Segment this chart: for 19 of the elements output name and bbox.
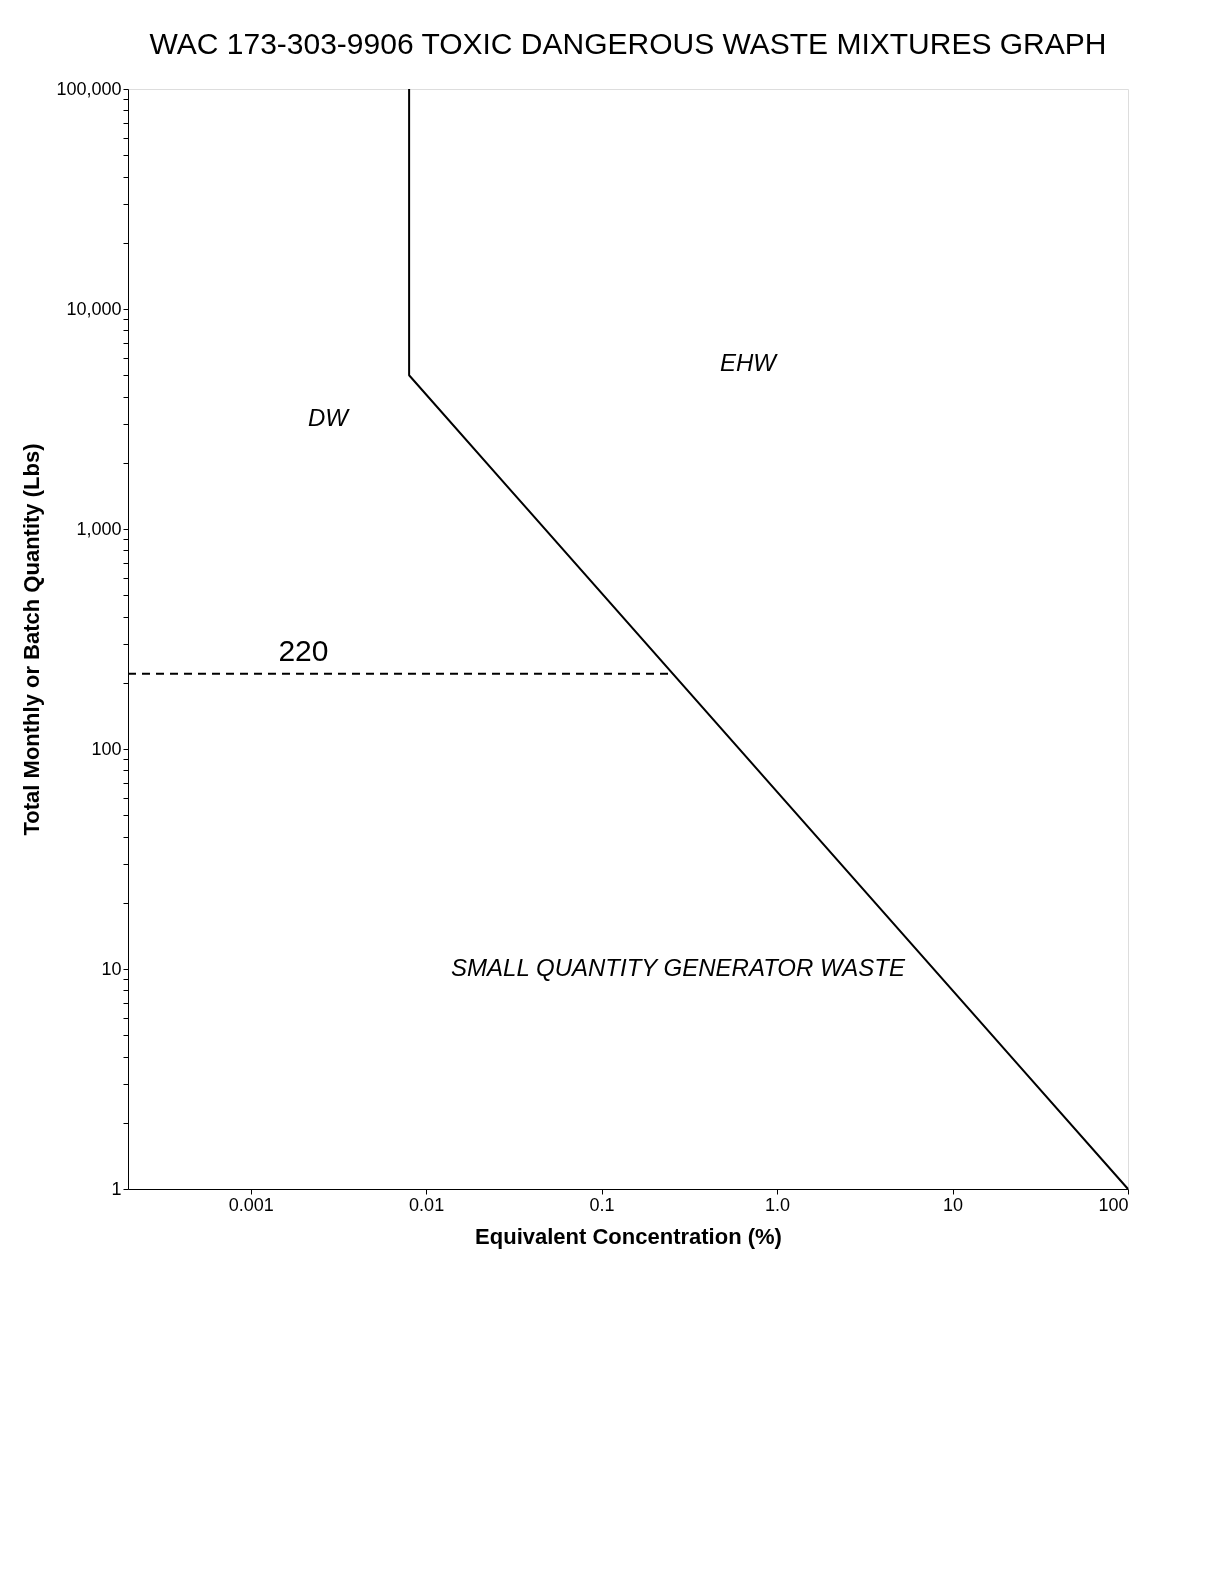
chart-title: WAC 173-303-9906 TOXIC DANGEROUS WASTE MIXTURES GRAPH bbox=[149, 27, 1107, 60]
x-tick-label: 0.1 bbox=[589, 1194, 615, 1215]
y-tick-label: 1 bbox=[111, 1178, 122, 1199]
y-tick-label: 100,000 bbox=[56, 78, 122, 99]
x-tick-label: 100 bbox=[1098, 1194, 1129, 1215]
y-tick-label: 100 bbox=[91, 738, 122, 759]
y-tick-label: 1,000 bbox=[76, 518, 122, 539]
annotation: EHW bbox=[720, 349, 779, 376]
annotation: SMALL QUANTITY GENERATOR WASTE bbox=[451, 954, 906, 981]
y-axis-title: Total Monthly or Batch Quantity (Lbs) bbox=[19, 443, 45, 836]
x-tick-label: 0.01 bbox=[409, 1194, 445, 1215]
x-tick-label: 10 bbox=[943, 1194, 964, 1215]
annotation: DW bbox=[308, 404, 351, 431]
x-axis-title: Equivalent Concentration (%) bbox=[475, 1223, 782, 1249]
annotation: 220 bbox=[278, 633, 329, 667]
x-tick-label: 0.001 bbox=[228, 1194, 274, 1215]
y-tick-label: 10 bbox=[101, 958, 122, 979]
y-tick-label: 10,000 bbox=[66, 298, 122, 319]
x-tick-label: 1.0 bbox=[765, 1194, 791, 1215]
